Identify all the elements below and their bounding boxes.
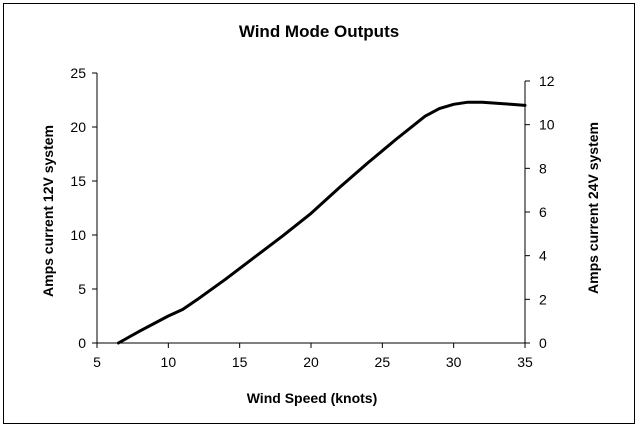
axes: [96, 73, 526, 344]
x-axis-title: Wind Speed (knots): [247, 390, 378, 406]
y-tick-label: 15: [70, 173, 86, 189]
y-tick-label: 0: [78, 335, 86, 351]
x-tick-label: 25: [375, 354, 391, 370]
y2-tick-label: 2: [539, 291, 547, 307]
y2-axis-title: Amps current 24V system: [585, 122, 601, 294]
y-axis-ticks: 0 5 10 15 20 25: [70, 65, 97, 351]
y2-tick-label: 10: [539, 117, 555, 133]
x-tick-label: 15: [232, 354, 248, 370]
chart-title: Wind Mode Outputs: [239, 22, 399, 41]
x-tick-label: 20: [303, 354, 319, 370]
chart: Wind Mode Outputs 5 10 15 20 25 30 35 05101520…: [40, 22, 601, 406]
y-tick-label: 20: [70, 119, 86, 135]
x-tick-label: 35: [517, 354, 533, 370]
y2-tick-label: 4: [539, 248, 547, 264]
x-axis-ticks: 5 10 15 20 25 30 35: [93, 343, 533, 370]
series-line: [116, 100, 527, 345]
y-tick-label: 25: [70, 65, 86, 81]
y2-tick-label: 8: [539, 160, 547, 176]
x-tick-label: 10: [161, 354, 177, 370]
y2-tick-label: 0: [539, 335, 547, 351]
y-tick-label: 5: [78, 281, 86, 297]
y2-tick-label: 6: [539, 204, 547, 220]
y-tick-label: 10: [70, 227, 86, 243]
chart-frame: Wind Mode Outputs 5 10 15 20 25 30 35 0 5 10 15 20…: [3, 3, 635, 424]
y2-tick-label: 12: [539, 73, 555, 89]
x-tick-label: 5: [93, 354, 101, 370]
y2-axis-ticks: 0 2 4 6 8 10 12: [525, 73, 555, 351]
y-axis-title: Amps current 12V system: [40, 125, 56, 297]
x-tick-label: 30: [446, 354, 462, 370]
